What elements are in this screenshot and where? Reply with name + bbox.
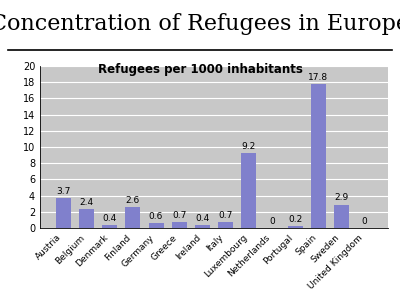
Bar <box>241 154 256 228</box>
Text: 0.4: 0.4 <box>195 214 210 223</box>
Text: 0.2: 0.2 <box>288 215 302 224</box>
Text: 2.4: 2.4 <box>80 197 94 206</box>
Text: 0.6: 0.6 <box>149 212 163 221</box>
Bar <box>172 222 187 228</box>
Bar <box>334 205 349 228</box>
Bar <box>56 198 71 228</box>
Text: 0.7: 0.7 <box>172 211 186 220</box>
Text: 0.7: 0.7 <box>218 211 233 220</box>
Bar <box>311 84 326 228</box>
Bar <box>218 222 233 228</box>
Bar <box>102 225 117 228</box>
Bar <box>288 226 303 228</box>
Text: 3.7: 3.7 <box>56 187 70 196</box>
Bar <box>195 225 210 228</box>
Bar <box>125 207 140 228</box>
Text: 0.4: 0.4 <box>102 214 117 223</box>
Text: 2.6: 2.6 <box>126 196 140 205</box>
Text: Concentration of Refugees in Europe: Concentration of Refugees in Europe <box>0 13 400 35</box>
Text: 0: 0 <box>269 217 275 226</box>
Text: 0: 0 <box>362 217 368 226</box>
Bar <box>148 223 164 228</box>
Text: 17.8: 17.8 <box>308 73 328 82</box>
Text: 2.9: 2.9 <box>334 194 348 202</box>
Text: 9.2: 9.2 <box>242 142 256 152</box>
Text: Refugees per 1000 inhabitants: Refugees per 1000 inhabitants <box>98 63 302 76</box>
Bar <box>79 208 94 228</box>
